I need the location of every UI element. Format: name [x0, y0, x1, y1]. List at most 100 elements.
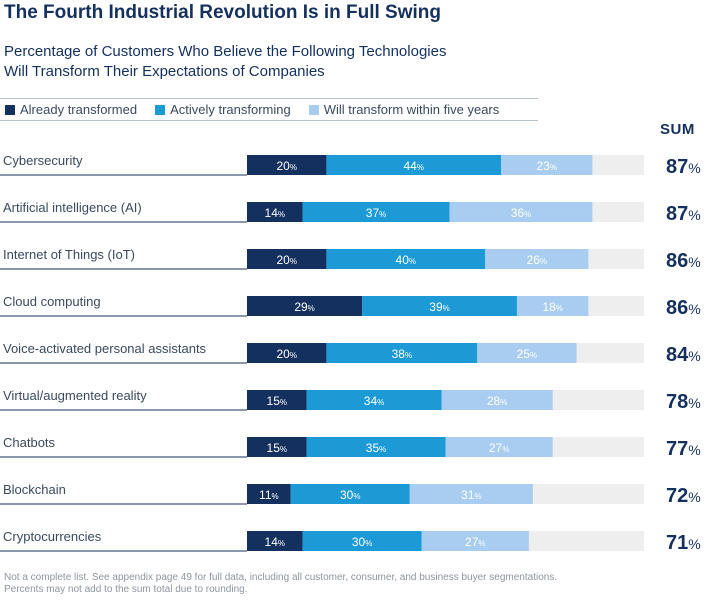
footnote-line-2: Percents may not add to the sum total du… [4, 584, 248, 595]
bar-segment-within-five [441, 390, 553, 410]
bar-row: Internet of Things (IoT) 20% 40% 26% 86% [0, 247, 701, 272]
bar-value-within-five: 25% [517, 347, 537, 361]
legend-label-already: Already transformed [20, 102, 138, 117]
footnote: Not a complete list. See appendix page 4… [4, 572, 694, 596]
bar-value-actively: 34% [364, 394, 384, 408]
sum-value: 87% [666, 156, 701, 178]
bar-value-actively: 30% [352, 535, 372, 549]
page-title: The Fourth Industrial Revolution Is in F… [4, 2, 441, 23]
bar-value-within-five: 31% [461, 488, 481, 502]
category-label: Virtual/augmented reality [3, 388, 147, 403]
bar-value-already: 14% [265, 535, 285, 549]
bar-segment-already [247, 202, 303, 222]
sum-value: 86% [666, 250, 701, 272]
bar-segment-actively [306, 390, 442, 410]
bar-row: Blockchain 11% 30% 31% 72% [0, 482, 701, 507]
bar-value-actively: 44% [403, 159, 423, 173]
bar-segment-already [247, 296, 363, 316]
bar-value-already: 14% [265, 206, 285, 220]
bar-value-already: 20% [276, 159, 296, 173]
bar-value-actively: 35% [366, 441, 386, 455]
bar-value-within-five: 27% [465, 535, 485, 549]
bar-segment-within-five [449, 202, 593, 222]
bar-value-within-five: 23% [536, 159, 556, 173]
bar-segment-within-five [477, 343, 577, 363]
category-label: Cryptocurrencies [3, 529, 102, 544]
bar-segment-already [247, 155, 327, 175]
bar-value-actively: 37% [366, 206, 386, 220]
bar-row: Artificial intelligence (AI) 14% 37% 36% 87% [0, 200, 701, 225]
bar-row: Cloud computing 29% 39% 18% 86% [0, 294, 701, 319]
category-label: Cybersecurity [3, 153, 83, 168]
bar-segment-within-five [409, 484, 533, 504]
legend-item-actively: Actively transforming [155, 102, 291, 117]
legend-swatch-within-five [308, 104, 319, 115]
bar-segment-within-five [445, 437, 553, 457]
sum-value: 71% [666, 532, 701, 554]
bar-value-already: 15% [267, 441, 287, 455]
bar-row: Virtual/augmented reality 15% 34% 28% 78% [0, 388, 701, 413]
bar-segment-already [247, 437, 307, 457]
bar-value-actively: 30% [340, 488, 360, 502]
bar-segment-actively [326, 155, 502, 175]
bar-segment-actively [290, 484, 410, 504]
bar-value-within-five: 28% [487, 394, 507, 408]
legend-label-actively: Actively transforming [170, 102, 291, 117]
bar-segment-within-five [516, 296, 589, 316]
legend-item-within-five: Will transform within five years [308, 102, 500, 117]
bar-value-within-five: 18% [542, 300, 562, 314]
bar-value-actively: 40% [396, 253, 416, 267]
bar-value-already: 29% [294, 300, 314, 314]
bar-value-already: 20% [276, 347, 296, 361]
bar-segment-already [247, 484, 291, 504]
legend-label-within-five: Will transform within five years [323, 102, 500, 117]
category-label: Voice-activated personal assistants [3, 341, 207, 356]
bar-row: Cybersecurity 20% 44% 23% 87% [0, 153, 701, 178]
bar-value-within-five: 26% [527, 253, 547, 267]
bar-row: Cryptocurrencies 14% 30% 27% 71% [0, 529, 701, 554]
bar-segment-already [247, 249, 327, 269]
bar-value-actively: 39% [429, 300, 449, 314]
bar-row: Voice-activated personal assistants 20% 38… [0, 341, 701, 366]
bar-value-within-five: 27% [489, 441, 509, 455]
bar-segment-actively [302, 202, 450, 222]
bar-value-within-five: 36% [511, 206, 531, 220]
chart-subtitle: Percentage of Customers Who Believe the … [4, 42, 524, 82]
bar-row: Chatbots 15% 35% 27% 77% [0, 435, 701, 460]
sum-value: 77% [666, 438, 701, 460]
chart-subtitle-line-2: Will Transform Their Expectations of Com… [4, 63, 325, 80]
bar-segment-actively [306, 437, 446, 457]
bar-segment-actively [326, 249, 486, 269]
sum-header: SUM [660, 121, 695, 138]
sum-value: 86% [666, 297, 701, 319]
bar-segment-actively [302, 531, 422, 551]
sum-value: 78% [666, 391, 701, 413]
bar-segment-within-five [501, 155, 593, 175]
sum-value: 72% [666, 485, 701, 507]
footnote-line-1: Not a complete list. See appendix page 4… [4, 572, 558, 583]
bar-value-already: 20% [276, 253, 296, 267]
sum-value: 84% [666, 344, 701, 366]
bar-segment-already [247, 531, 303, 551]
bar-value-already: 11% [259, 488, 279, 502]
bar-segment-within-five [485, 249, 589, 269]
sum-value: 87% [666, 203, 701, 225]
stacked-bar-chart: Cybersecurity 20% 44% 23% 87%Artificial inte… [0, 153, 701, 554]
category-label: Chatbots [3, 435, 56, 450]
legend-swatch-actively [155, 104, 166, 115]
bar-segment-actively [326, 343, 478, 363]
legend-item-already: Already transformed [5, 102, 137, 117]
bar-segment-actively [362, 296, 517, 316]
bar-value-already: 15% [267, 394, 287, 408]
category-label: Internet of Things (IoT) [3, 247, 135, 262]
bar-segment-already [247, 390, 307, 410]
category-label: Cloud computing [3, 294, 101, 309]
bar-value-actively: 38% [392, 347, 412, 361]
category-label: Blockchain [3, 482, 66, 497]
legend-swatch-already [5, 104, 15, 115]
chart-subtitle-line-1: Percentage of Customers Who Believe the … [4, 43, 447, 60]
category-label: Artificial intelligence (AI) [3, 200, 142, 215]
bar-segment-already [247, 343, 327, 363]
bar-segment-within-five [421, 531, 529, 551]
chart-legend: Already transformed Actively transformin… [0, 98, 538, 121]
